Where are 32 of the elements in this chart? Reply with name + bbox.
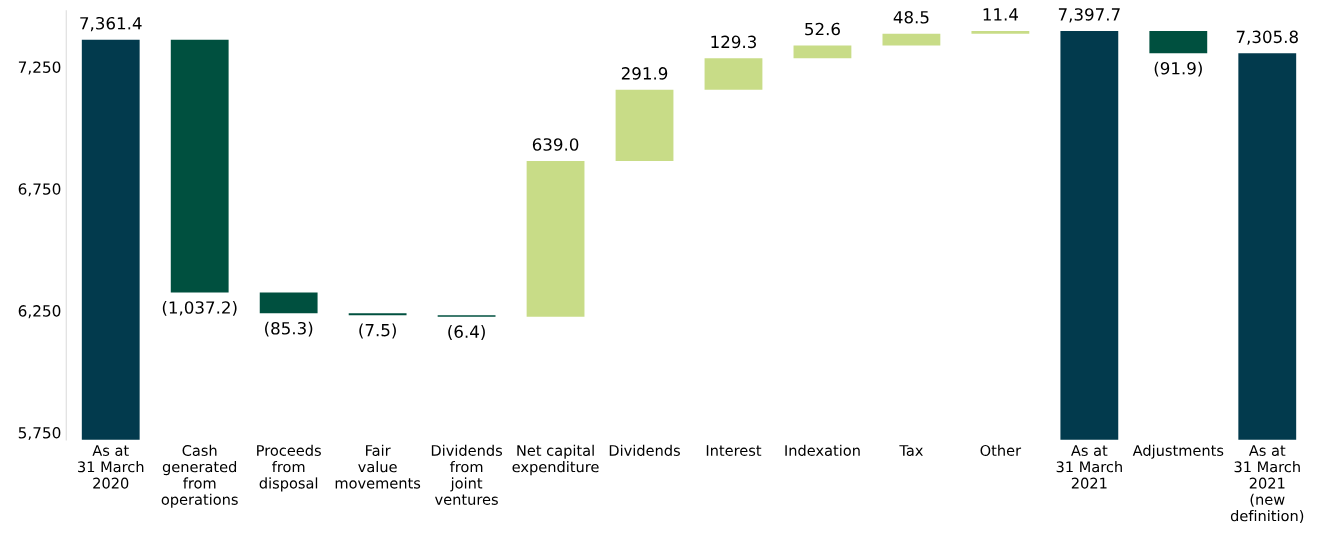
data-label: (1,037.2) [162, 300, 237, 316]
x-tick-label: Adjustments [1132, 444, 1224, 459]
x-tick-label: Cash generated from operations [161, 444, 238, 508]
data-label: 52.6 [805, 22, 840, 36]
x-tick-label: Indexation [785, 444, 860, 456]
data-label: (6.4) [448, 325, 485, 340]
x-tick-label: Dividends from joint ventures [431, 444, 503, 505]
x-tick-label: As at 31 March 2021 (new definition) [1230, 445, 1304, 524]
y-tick-label: 5,750 [18, 426, 61, 441]
x-tick-label: Interest [706, 445, 762, 456]
y-tick-label: 6,250 [18, 305, 61, 319]
x-tick-label: Other [980, 444, 1022, 456]
x-tick-label: Dividends [609, 444, 680, 456]
y-tick-label: 6,750 [18, 183, 61, 197]
x-tick-label: Fair value movements [335, 444, 421, 489]
x-tick-label: As at 31 March 2020 [78, 445, 144, 489]
data-label: 639.0 [532, 138, 579, 151]
data-label: (7.5) [359, 323, 396, 339]
x-tick-label: Tax [899, 445, 923, 456]
data-label: 7,305.8 [1236, 30, 1298, 45]
data-label: 48.5 [893, 10, 929, 24]
data-label: (91.9) [1154, 61, 1202, 77]
data-label: 7,361.4 [80, 16, 142, 32]
y-tick-label: 7,250 [18, 61, 61, 75]
x-tick-label: Proceeds from disposal [257, 444, 321, 492]
x-tick-label: As at 31 March 2021 [1056, 445, 1122, 489]
data-label: 291.9 [621, 67, 668, 80]
data-label: 11.4 [983, 8, 1018, 21]
data-label: (85.3) [265, 321, 313, 337]
data-label: 129.3 [711, 35, 756, 49]
x-tick-label: Net capital expenditure [512, 444, 599, 476]
data-label: 7,397.7 [1058, 8, 1120, 23]
